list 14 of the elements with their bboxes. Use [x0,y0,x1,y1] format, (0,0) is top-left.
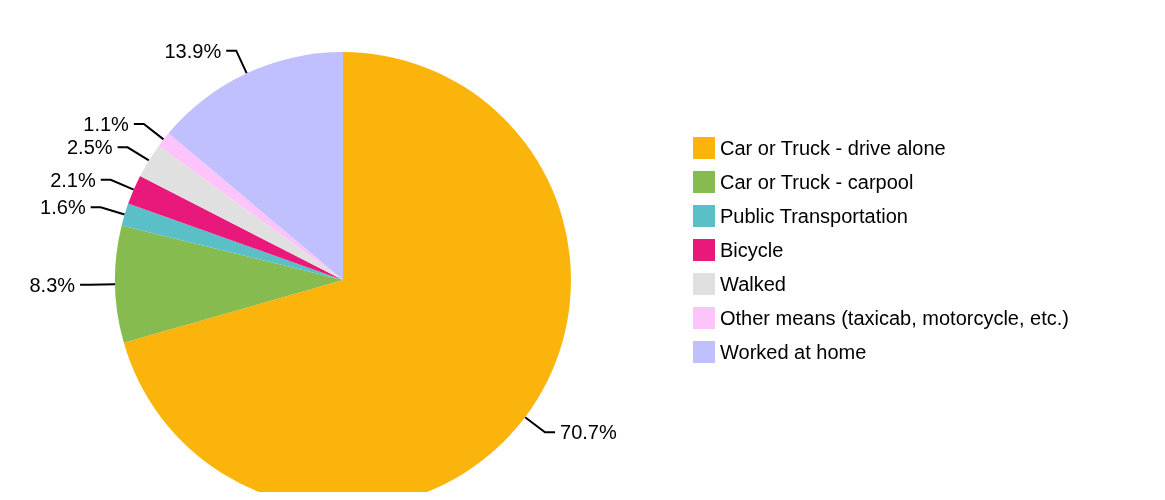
data-label: 2.1% [50,168,96,191]
legend-label: Public Transportation [720,205,908,227]
legend-label: Car or Truck - drive alone [720,137,946,159]
data-label: 70.7% [560,421,617,444]
legend-label: Bicycle [720,239,784,261]
legend-label: Other means (taxicab, motorcycle, etc.) [720,307,1070,329]
data-label: 13.9% [164,39,222,62]
legend-label: Car or Truck - carpool [720,171,914,193]
legend-label: Walked [720,273,786,295]
data-label: 8.3% [29,273,76,296]
data-label: 2.5% [66,136,113,159]
data-label: 1.6% [40,196,86,219]
legend-label: Worked at home [720,341,867,363]
data-label: 1.1% [83,112,130,135]
